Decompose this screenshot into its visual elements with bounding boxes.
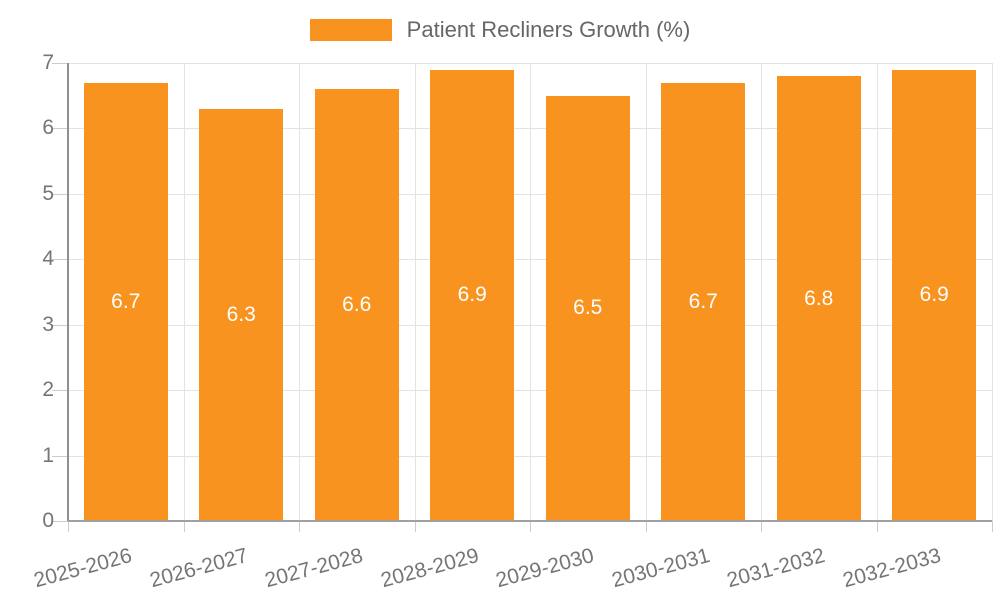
bar-value-label: 6.5 <box>573 296 603 320</box>
x-axis-label: 2025-2026 <box>31 544 135 593</box>
bar-value-label: 6.9 <box>919 283 949 307</box>
grid-line-vertical <box>414 63 416 521</box>
x-axis-tick <box>992 521 993 532</box>
y-axis-tick <box>52 128 68 130</box>
grid-line-vertical <box>299 63 300 521</box>
bar-value-label: 6.7 <box>688 289 718 313</box>
x-axis-tick <box>876 521 878 532</box>
grid-line-vertical <box>992 63 993 521</box>
y-axis-label: 3 <box>42 312 54 336</box>
y-axis-tick <box>52 324 68 326</box>
bar[interactable] <box>892 69 977 521</box>
y-axis-tick <box>52 455 68 457</box>
bar-value-label: 6.8 <box>804 286 834 310</box>
bar[interactable] <box>83 82 168 521</box>
x-axis-tick <box>414 521 416 532</box>
x-axis-label: 2032-2033 <box>840 544 944 593</box>
bar-value-label: 6.7 <box>111 289 141 313</box>
x-axis-tick <box>299 521 300 532</box>
grid-line-vertical <box>645 63 647 521</box>
legend-item[interactable]: Patient Recliners Growth (%) <box>0 17 1000 43</box>
y-axis-label: 7 <box>42 51 54 74</box>
x-axis-label: 2027-2028 <box>262 544 366 593</box>
grid-line-vertical <box>183 63 185 521</box>
legend-label: Patient Recliners Growth (%) <box>406 17 691 42</box>
y-axis-label: 1 <box>42 443 54 467</box>
y-axis-tick <box>52 193 68 195</box>
x-axis-tick <box>183 521 185 532</box>
x-axis-tick <box>68 521 69 532</box>
x-axis-label: 2031-2032 <box>724 544 828 593</box>
x-axis-label: 2026-2027 <box>147 544 251 593</box>
y-axis-label: 5 <box>42 181 54 205</box>
bar[interactable] <box>430 69 515 521</box>
y-axis-label: 2 <box>42 378 54 402</box>
y-axis-tick <box>52 521 68 522</box>
bar[interactable] <box>199 108 284 521</box>
bar-value-label: 6.6 <box>342 293 372 317</box>
y-axis-line <box>67 63 69 521</box>
x-axis-line <box>68 520 992 522</box>
x-axis-label: 2030-2031 <box>609 544 713 593</box>
y-axis-label: 0 <box>42 509 54 532</box>
bar[interactable] <box>314 89 399 521</box>
legend-swatch <box>309 19 392 41</box>
grid-line-vertical <box>761 63 762 521</box>
y-axis-label: 6 <box>42 116 54 140</box>
bar[interactable] <box>545 95 630 521</box>
x-axis-tick <box>530 521 531 532</box>
bar-value-label: 6.9 <box>457 283 487 307</box>
bar[interactable] <box>776 76 861 521</box>
bar-value-label: 6.3 <box>226 302 256 326</box>
x-axis-label: 2028-2029 <box>378 544 482 593</box>
y-axis-tick <box>52 259 68 261</box>
grid-line-vertical <box>876 63 878 521</box>
y-axis-label: 4 <box>42 247 54 271</box>
x-axis-label: 2029-2030 <box>493 544 597 593</box>
y-axis-tick <box>52 390 68 392</box>
x-axis-tick <box>645 521 647 532</box>
bar[interactable] <box>661 82 746 521</box>
grid-line-vertical <box>530 63 531 521</box>
x-axis-tick <box>761 521 762 532</box>
y-axis-tick <box>52 63 68 64</box>
